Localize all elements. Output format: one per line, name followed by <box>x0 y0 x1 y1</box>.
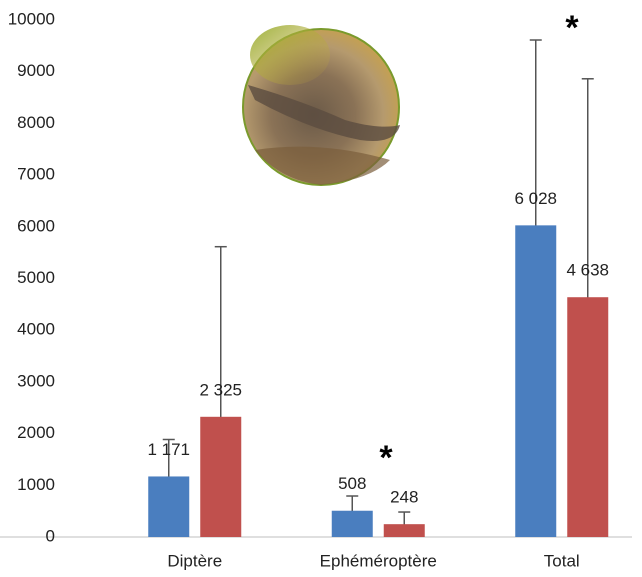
y-tick-label: 7000 <box>17 165 55 184</box>
bar <box>383 524 425 537</box>
x-tick-label: Total <box>544 551 580 570</box>
x-tick-label: Diptère <box>167 551 222 570</box>
y-tick-label: 0 <box>46 526 55 545</box>
x-tick-label: Ephéméroptère <box>320 551 437 570</box>
y-tick-label: 5000 <box>17 268 55 287</box>
value-label: 508 <box>338 474 366 493</box>
y-tick-label: 3000 <box>17 371 55 390</box>
significance-marker: * <box>565 9 579 47</box>
bar <box>148 476 190 537</box>
bar <box>515 225 557 537</box>
bar <box>567 297 609 537</box>
value-label: 4 638 <box>566 261 609 280</box>
value-label: 2 325 <box>199 380 242 399</box>
photo <box>242 25 400 186</box>
y-tick-label: 4000 <box>17 320 55 339</box>
y-tick-label: 9000 <box>17 61 55 80</box>
value-label: 1 171 <box>147 440 190 459</box>
bar <box>331 510 373 537</box>
value-label: 248 <box>390 488 418 507</box>
y-tick-label: 8000 <box>17 113 55 132</box>
y-tick-label: 1000 <box>17 475 55 494</box>
y-tick-label: 2000 <box>17 423 55 442</box>
y-tick-label: 6000 <box>17 216 55 235</box>
value-label: 6 028 <box>514 189 557 208</box>
y-tick-label: 10000 <box>8 9 55 28</box>
bar <box>200 416 242 537</box>
significance-marker: * <box>379 439 393 477</box>
